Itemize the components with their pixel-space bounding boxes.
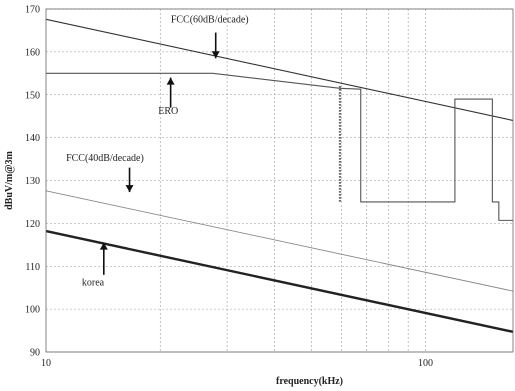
- tick-labels: 90 100 110 120 130 140 150 160 170 10 100: [25, 5, 433, 370]
- annotation-arrow-head: [166, 77, 175, 85]
- y-tick-label: 90: [30, 348, 40, 359]
- x-tick-label: 100: [418, 358, 433, 369]
- y-tick-label: 160: [25, 47, 40, 58]
- y-tick-label: 170: [25, 5, 40, 16]
- grid-lines: [46, 8, 513, 353]
- plot-frame: [45, 8, 514, 353]
- series-line-ero: [46, 72, 513, 221]
- series-line-fcc-60db-decade-: [45, 18, 514, 122]
- y-tick-label: 120: [25, 219, 40, 230]
- annotation-label: FCC(40dB/decade): [66, 153, 144, 164]
- series-line-fcc-40db-decade-: [45, 190, 514, 292]
- annotation-layer: FCC(60dB/decade) ERO FCC(40dB/decade) korea: [66, 15, 249, 289]
- y-axis-title: dBuV/m@3m: [4, 150, 15, 209]
- y-tick-label: 100: [25, 305, 40, 316]
- x-axis-title: frequency(kHz): [276, 376, 343, 387]
- annotation-arrow-head: [211, 51, 220, 59]
- annotation-label: korea: [82, 278, 105, 289]
- series-line-korea: [45, 229, 514, 334]
- series-layer: [45, 18, 514, 334]
- annotation-label: FCC(60dB/decade): [171, 15, 249, 26]
- annotation-label: ERO: [158, 106, 178, 117]
- annotation-arrow-head: [99, 242, 108, 250]
- y-tick-label: 130: [25, 176, 40, 187]
- annotation-arrow-head: [125, 185, 134, 193]
- x-tick-label: 10: [41, 358, 51, 369]
- y-tick-label: 140: [25, 133, 40, 144]
- y-tick-label: 150: [25, 90, 40, 101]
- y-tick-label: 110: [25, 262, 40, 273]
